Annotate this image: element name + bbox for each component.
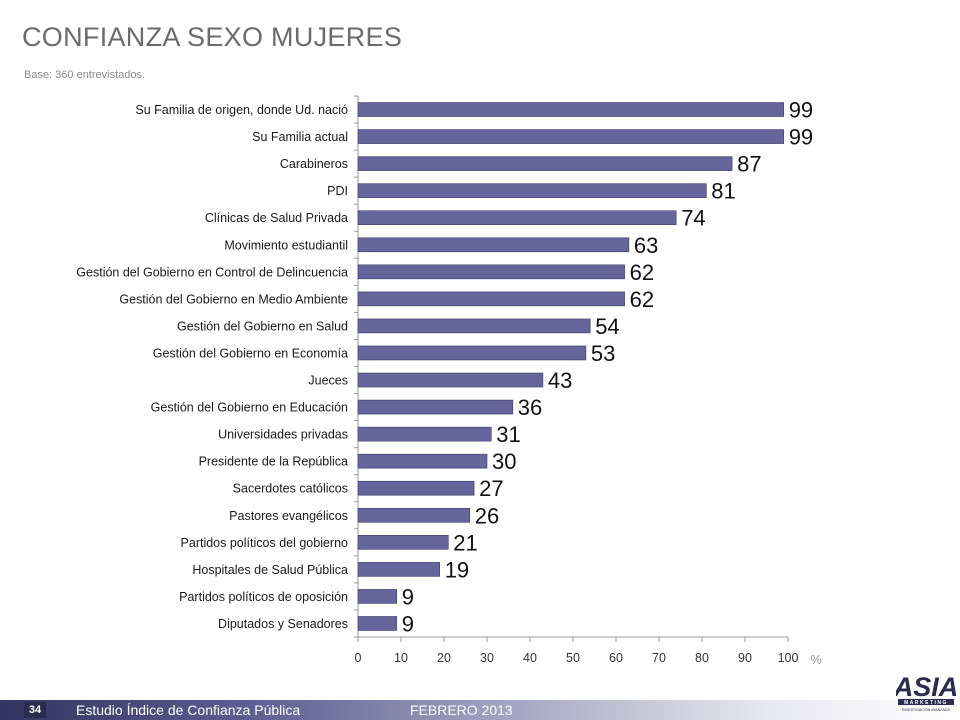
bar — [357, 102, 785, 117]
category-label: Pastores evangélicos — [229, 509, 348, 523]
value-label: 53 — [591, 341, 615, 366]
x-unit-label: % — [810, 652, 822, 667]
asia-marketing-logo: ASIA MARKETING INVESTIGACIÓN AVANZADA — [896, 672, 956, 712]
x-tick-label: 20 — [437, 651, 451, 665]
bar — [357, 318, 591, 334]
value-label: 19 — [445, 557, 469, 582]
value-label: 54 — [595, 314, 619, 339]
bar — [357, 616, 398, 631]
category-label: PDI — [327, 184, 348, 198]
value-label: 81 — [711, 179, 735, 204]
value-label: 99 — [789, 98, 813, 123]
bar — [357, 480, 475, 496]
page-number: 34 — [24, 702, 46, 718]
x-tick-label: 30 — [480, 651, 494, 665]
value-label: 99 — [789, 125, 813, 150]
bar — [357, 291, 625, 307]
bar — [357, 589, 398, 604]
value-label: 36 — [518, 395, 542, 420]
category-label: Su Familia actual — [252, 130, 348, 144]
category-label: Gestión del Gobierno en Medio Ambiente — [119, 292, 348, 306]
bar — [357, 264, 625, 280]
bar — [357, 345, 587, 361]
x-tick-label: 50 — [566, 651, 580, 665]
category-label: Carabineros — [280, 157, 348, 171]
category-label: Sacerdotes católicos — [233, 482, 348, 496]
category-label: Diputados y Senadores — [218, 617, 348, 631]
x-tick-label: 80 — [695, 651, 709, 665]
value-label: 43 — [548, 368, 572, 393]
logo-subtext: MARKETING — [904, 700, 948, 706]
category-label: Gestión del Gobierno en Salud — [177, 319, 348, 333]
bar — [357, 210, 677, 226]
category-label: Gestión del Gobierno en Educación — [151, 401, 348, 415]
bar — [357, 426, 492, 442]
value-label: 9 — [402, 611, 414, 636]
value-label: 9 — [402, 584, 414, 609]
value-label: 31 — [496, 422, 520, 447]
value-label: 26 — [475, 503, 499, 528]
bar — [357, 453, 488, 469]
page-title: CONFIANZA SEXO MUJERES — [22, 22, 403, 52]
base-note: Base: 360 entrevistados. — [24, 69, 146, 81]
x-tick-label: 90 — [738, 651, 752, 665]
value-label: 74 — [681, 206, 705, 231]
bar-chart: Su Familia de origen, donde Ud. nació 99 S… — [76, 95, 822, 667]
bar — [357, 562, 440, 577]
value-label: 21 — [453, 530, 477, 555]
category-label: Clínicas de Salud Privada — [205, 211, 348, 225]
bar — [357, 372, 544, 388]
category-label: Hospitales de Salud Pública — [192, 563, 348, 577]
x-tick-label: 60 — [609, 651, 623, 665]
logo-tagline: INVESTIGACIÓN AVANZADA — [902, 707, 950, 712]
category-label: Presidente de la República — [199, 455, 348, 469]
value-label: 63 — [634, 233, 658, 258]
category-label: Su Familia de origen, donde Ud. nació — [135, 103, 348, 117]
footer-bar — [0, 700, 960, 720]
category-label: Movimiento estudiantil — [224, 238, 348, 252]
x-tick-label: 40 — [523, 651, 537, 665]
category-label: Universidades privadas — [218, 428, 348, 442]
bar — [357, 535, 449, 550]
category-label: Partidos políticos del gobierno — [181, 536, 349, 550]
category-label: Gestión del Gobierno en Control de Delin… — [76, 265, 348, 279]
bar — [357, 237, 630, 253]
footer-date: FEBRERO 2013 — [410, 702, 513, 718]
bar — [357, 183, 707, 198]
category-label: Partidos políticos de oposición — [179, 590, 348, 604]
study-title: Estudio Índice de Confianza Pública — [76, 702, 301, 718]
value-label: 27 — [479, 476, 503, 501]
bar — [357, 156, 733, 171]
value-label: 62 — [630, 287, 654, 312]
x-tick-label: 0 — [355, 651, 362, 665]
logo-text: ASIA — [896, 672, 956, 702]
category-label: Jueces — [308, 374, 348, 388]
bar — [357, 399, 514, 415]
category-label: Gestión del Gobierno en Economía — [153, 346, 348, 360]
x-tick-label: 70 — [652, 651, 666, 665]
value-label: 30 — [492, 449, 516, 474]
x-tick-label: 100 — [778, 651, 799, 665]
bar — [357, 129, 785, 144]
bar — [357, 507, 471, 523]
value-label: 87 — [737, 152, 761, 177]
value-label: 62 — [630, 260, 654, 285]
x-tick-label: 10 — [394, 651, 408, 665]
